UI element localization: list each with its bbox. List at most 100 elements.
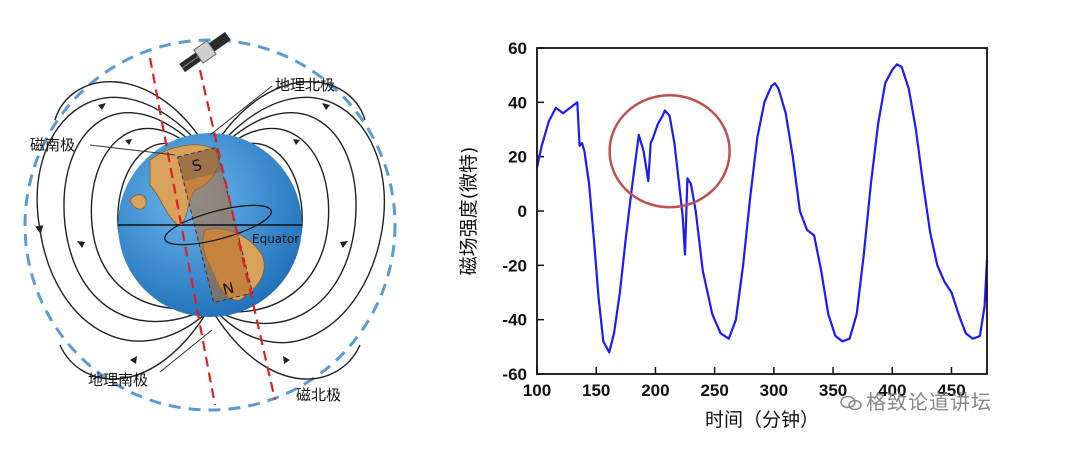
x-tick-label: 400 xyxy=(878,381,906,400)
data-point xyxy=(813,234,815,236)
data-point xyxy=(608,351,610,353)
data-point xyxy=(682,215,684,217)
wechat-icon xyxy=(840,395,862,411)
data-point xyxy=(684,253,686,255)
data-point xyxy=(842,340,844,342)
y-tick-label: 20 xyxy=(508,148,527,167)
magnetic-axis xyxy=(198,69,277,401)
data-point xyxy=(778,88,780,90)
data-point xyxy=(686,177,688,179)
x-tick-label: 350 xyxy=(819,381,847,400)
data-point xyxy=(972,338,974,340)
y-tick-label: 40 xyxy=(508,93,527,112)
leader-mag-south xyxy=(89,144,176,156)
data-point xyxy=(863,253,865,255)
leader-geo-south xyxy=(159,329,213,373)
data-point xyxy=(576,101,578,103)
data-point xyxy=(662,115,664,117)
data-point xyxy=(884,82,886,84)
x-tick-label: 150 xyxy=(582,381,610,400)
data-point xyxy=(702,270,704,272)
data-point xyxy=(770,85,772,87)
label-magnetic-north-pole: 磁北极 xyxy=(296,386,341,404)
geographic-axis xyxy=(148,57,217,406)
data-point xyxy=(581,142,583,144)
data-point xyxy=(555,107,557,109)
label-magnetic-south-pole: 磁南极 xyxy=(30,136,75,154)
data-point xyxy=(891,69,893,71)
data-point xyxy=(625,237,627,239)
orbit-ellipse xyxy=(164,204,272,246)
data-point xyxy=(856,313,858,315)
data-point xyxy=(541,145,543,147)
data-point xyxy=(834,335,836,337)
data-point xyxy=(820,270,822,272)
data-point xyxy=(774,82,776,84)
magnet-n-label: N xyxy=(221,279,236,299)
data-point xyxy=(849,338,851,340)
data-point xyxy=(598,297,600,299)
data-point xyxy=(950,292,952,294)
leader-geo-north xyxy=(209,85,273,136)
x-tick-label: 250 xyxy=(700,381,728,400)
data-point xyxy=(908,88,910,90)
label-geographic-north-pole: 地理北极 xyxy=(275,76,335,94)
data-point xyxy=(695,210,697,212)
data-point xyxy=(588,183,590,185)
x-tick-label: 450 xyxy=(937,381,965,400)
data-point xyxy=(870,183,872,185)
data-point xyxy=(958,313,960,315)
data-point xyxy=(643,150,645,152)
magnetosphere-boundary xyxy=(23,38,397,412)
y-tick-label: 0 xyxy=(518,202,527,221)
data-point xyxy=(965,332,967,334)
satellite-icon xyxy=(179,31,231,73)
data-point xyxy=(763,101,765,103)
data-point xyxy=(806,229,808,231)
magnet-s-label: S xyxy=(190,156,204,176)
data-point xyxy=(720,332,722,334)
data-point xyxy=(799,210,801,212)
data-point xyxy=(631,188,633,190)
data-point xyxy=(664,109,666,111)
data-point xyxy=(735,319,737,321)
data-point xyxy=(877,123,879,125)
data-point xyxy=(728,338,730,340)
data-point xyxy=(619,292,621,294)
y-tick-label: -60 xyxy=(502,365,527,384)
x-tick-label: 300 xyxy=(760,381,788,400)
data-point xyxy=(562,112,564,114)
label-geographic-south-pole: 地理南极 xyxy=(88,371,148,389)
data-point xyxy=(579,145,581,147)
data-point xyxy=(827,313,829,315)
data-point xyxy=(647,180,649,182)
equator-label: Equator xyxy=(252,232,299,246)
highlight-ellipse xyxy=(608,93,731,209)
data-point xyxy=(669,115,671,117)
magnetic-field-chart: 100 150 200 250 300 350 400 450 -60 -40 -20 0 20 40 60… xyxy=(458,39,989,431)
geomagnetic-diagram: S N Equator 磁南极 地理北极 地理南极 磁北极 xyxy=(23,31,397,412)
y-axis-title: 磁场强度(微特) xyxy=(458,147,480,276)
x-tick-label: 200 xyxy=(641,381,669,400)
data-point xyxy=(922,183,924,185)
watermark-text: 格致论道讲坛 xyxy=(866,390,992,414)
data-point xyxy=(650,142,652,144)
data-point xyxy=(711,313,713,315)
data-point xyxy=(690,183,692,185)
data-point xyxy=(984,305,986,307)
data-point xyxy=(792,156,794,158)
data-point xyxy=(756,137,758,139)
plot-frame xyxy=(536,47,988,375)
watermark: 格致论道讲坛 xyxy=(840,386,992,415)
data-point xyxy=(548,120,550,122)
data-point xyxy=(602,340,604,342)
y-tick-label: -20 xyxy=(502,256,527,275)
data-point xyxy=(678,183,680,185)
x-tick-label: 100 xyxy=(523,381,551,400)
data-point xyxy=(583,150,585,152)
data-point xyxy=(915,129,917,131)
series-line xyxy=(535,63,989,354)
data-point xyxy=(936,264,938,266)
x-axis-title: 时间（分钟） xyxy=(705,409,819,431)
data-point xyxy=(638,134,640,136)
